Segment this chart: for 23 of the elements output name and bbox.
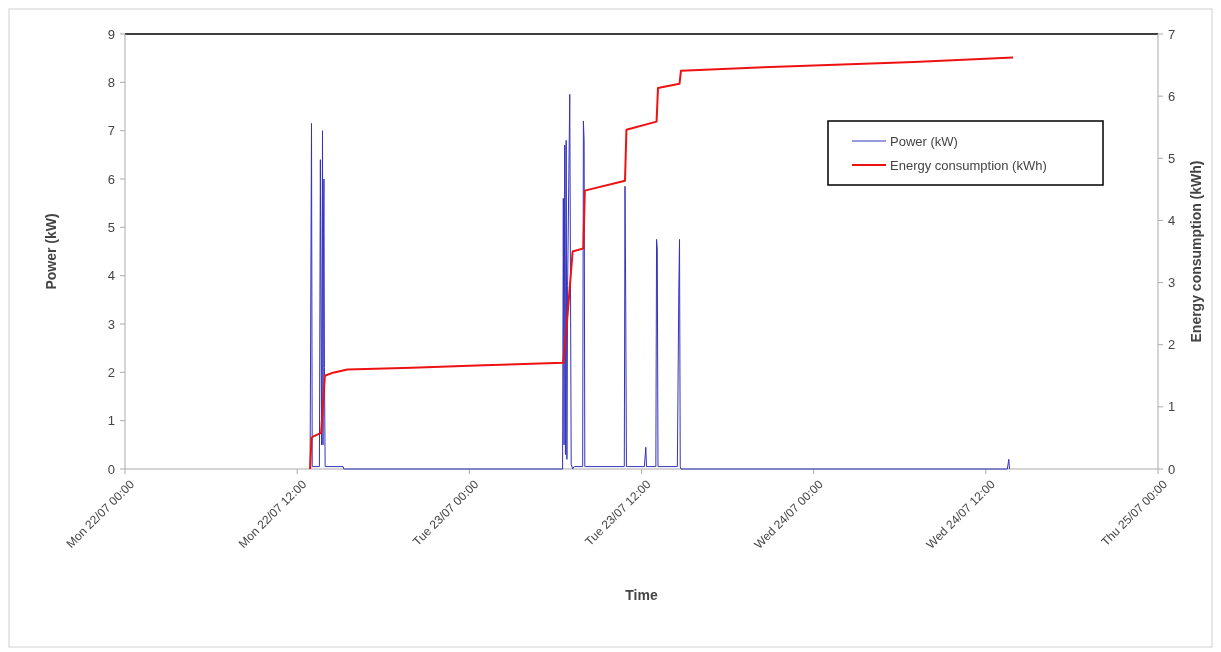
y2-tick-label: 7 [1168, 26, 1176, 42]
y-tick-label: 2 [107, 364, 115, 380]
y2-tick-label: 2 [1168, 337, 1176, 353]
y2-tick-label: 4 [1168, 212, 1176, 228]
y2-tick-label: 0 [1168, 461, 1176, 477]
y2-tick-label: 3 [1168, 275, 1176, 291]
y-tick-label: 9 [107, 26, 115, 42]
x-axis-title: Time [625, 587, 658, 603]
y-tick-label: 8 [107, 74, 115, 90]
y-tick-label: 7 [107, 123, 115, 139]
y-tick-label: 0 [107, 461, 115, 477]
y2-tick-label: 1 [1168, 399, 1176, 415]
y-tick-label: 3 [107, 316, 115, 332]
legend-label: Power (kW) [890, 133, 958, 149]
y2-tick-label: 5 [1168, 150, 1176, 166]
y-tick-label: 6 [107, 171, 115, 187]
legend-label: Energy consumption (kWh) [890, 157, 1047, 173]
y-tick-label: 5 [107, 219, 115, 235]
y2-tick-label: 6 [1168, 88, 1176, 104]
y-axis-title: Power (kW) [43, 213, 59, 290]
y-tick-label: 1 [107, 413, 115, 429]
y2-axis-title: Energy consumption (kWh) [1188, 160, 1204, 343]
y-tick-label: 4 [107, 268, 115, 284]
